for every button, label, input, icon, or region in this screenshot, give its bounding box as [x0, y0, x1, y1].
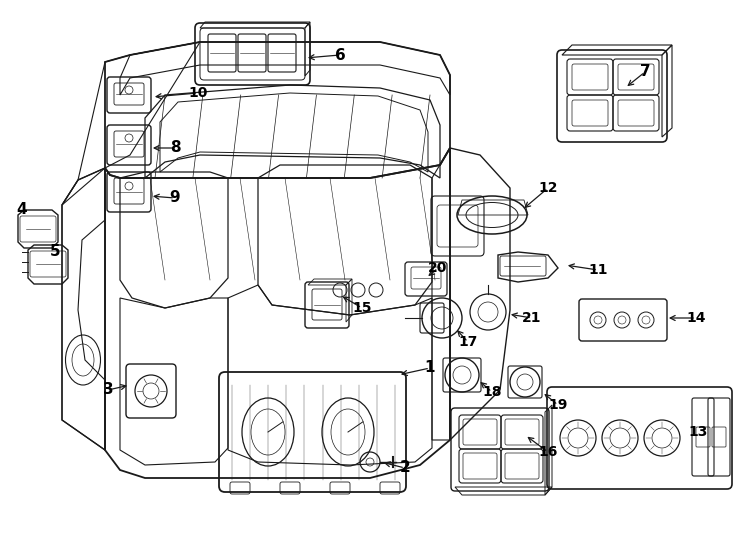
- Text: 9: 9: [170, 191, 181, 206]
- Text: 14: 14: [686, 311, 706, 325]
- Text: 6: 6: [335, 48, 346, 63]
- Text: 18: 18: [482, 385, 502, 399]
- Text: 17: 17: [458, 335, 478, 349]
- Text: 20: 20: [429, 261, 448, 275]
- Text: 3: 3: [103, 382, 113, 397]
- Text: 1: 1: [425, 361, 435, 375]
- Text: 12: 12: [538, 181, 558, 195]
- Text: 10: 10: [189, 86, 208, 100]
- Text: 4: 4: [17, 202, 27, 218]
- Text: 16: 16: [538, 445, 558, 459]
- Text: 19: 19: [548, 398, 567, 412]
- Text: 7: 7: [640, 64, 650, 79]
- Text: 15: 15: [352, 301, 371, 315]
- Text: 13: 13: [688, 425, 708, 439]
- Text: 21: 21: [523, 311, 542, 325]
- Text: 2: 2: [399, 461, 410, 476]
- Text: 5: 5: [50, 245, 60, 260]
- Text: 8: 8: [170, 140, 181, 156]
- Text: 11: 11: [588, 263, 608, 277]
